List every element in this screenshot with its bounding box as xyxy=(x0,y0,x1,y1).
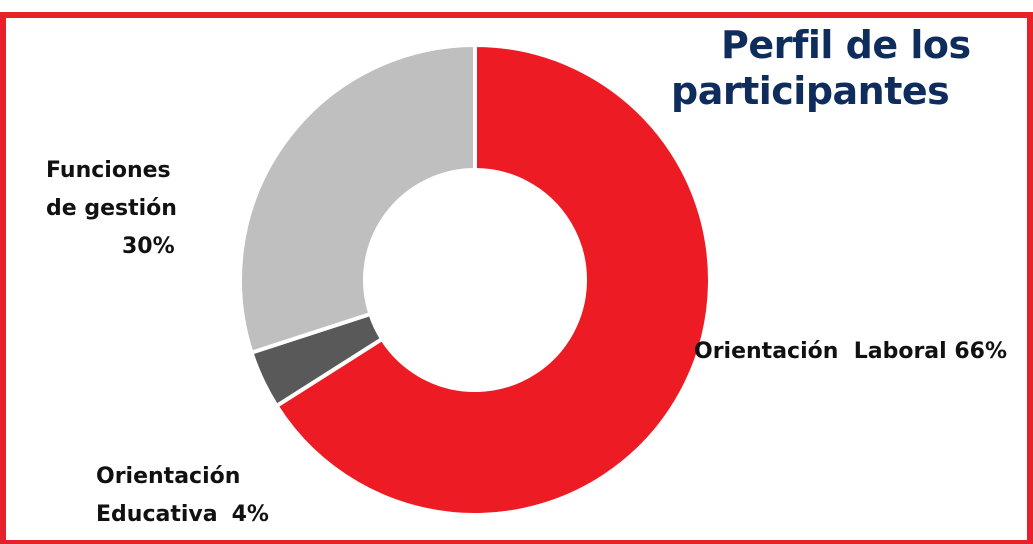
slice-label-gestion-pct: 30% xyxy=(122,234,175,259)
slice-label-gestion-line-1: Funciones xyxy=(46,158,171,183)
chart-title-line-1: Perfil de los xyxy=(721,23,971,67)
donut-slice-funciones-de-gesti-n xyxy=(238,42,477,356)
chart-title-line-2: participantes xyxy=(671,69,950,113)
donut-slice-orientaci-n-laboral xyxy=(273,42,712,517)
slice-label-educ-line-1: Orientación xyxy=(96,464,241,489)
slice-label-gestion-line-2: de gestión xyxy=(46,196,177,221)
slice-label-funciones-gestion: Funciones de gestión 30% xyxy=(46,152,177,266)
slice-label-orientacion-educativa: Orientación Educativa 4% xyxy=(96,458,269,534)
slice-label-educ-pct: 4% xyxy=(231,502,269,527)
chart-title: Perfil de los participantes xyxy=(671,22,971,114)
donut-slices xyxy=(238,42,712,517)
slice-label-orientacion-laboral: Orientación Laboral 66% xyxy=(694,339,1007,364)
slice-label-educ-line-2: Educativa xyxy=(96,502,218,527)
